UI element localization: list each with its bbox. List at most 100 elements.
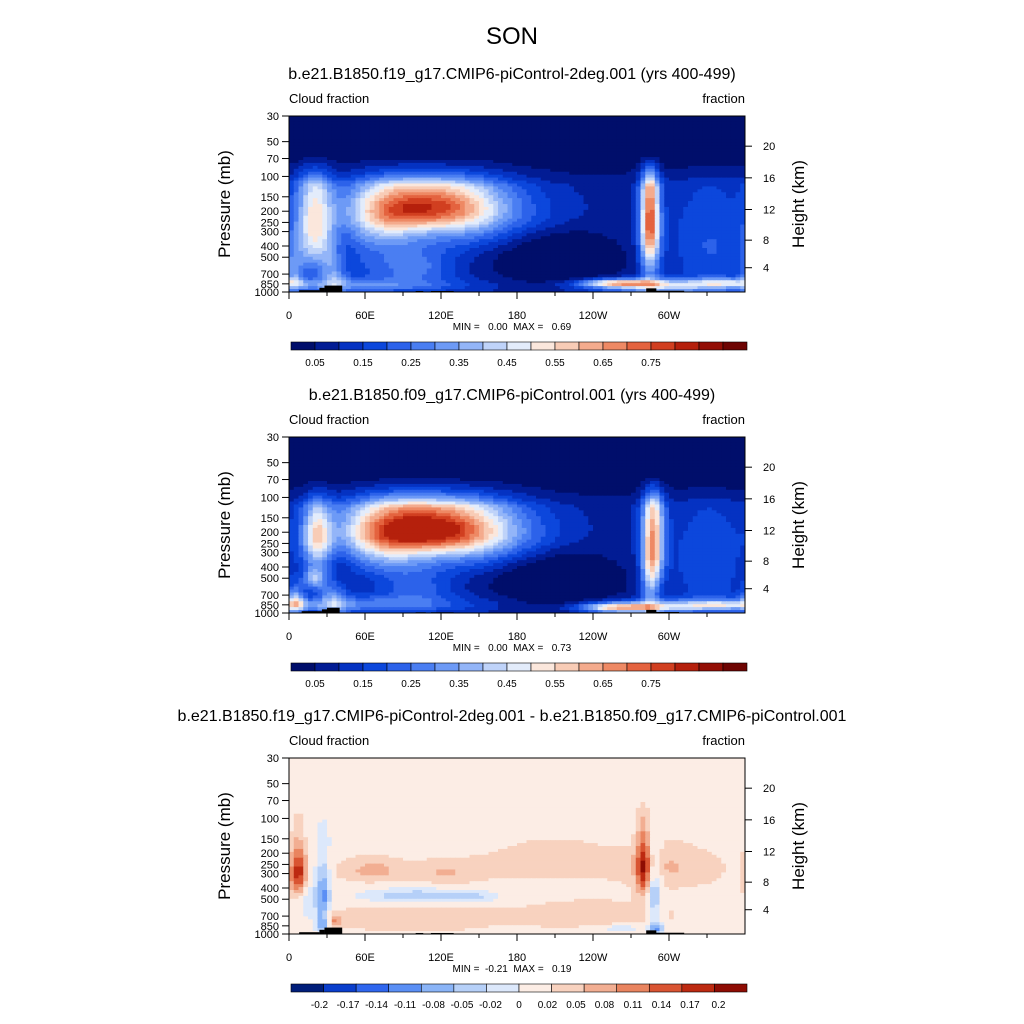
contour-cell (360, 165, 366, 170)
contour-cell (574, 127, 580, 132)
contour-cell (688, 186, 694, 190)
contour-cell (308, 221, 314, 226)
contour-cell (664, 242, 670, 246)
contour-cell (450, 195, 456, 199)
contour-cell (450, 160, 456, 164)
contour-cell (384, 236, 390, 240)
contour-cell (602, 195, 608, 199)
contour-cell (289, 239, 295, 243)
contour-cell (621, 139, 627, 143)
contour-cell (498, 171, 504, 176)
contour-cell (607, 118, 613, 123)
contour-cell (711, 186, 718, 190)
contour-cell (664, 236, 670, 240)
contour-cell (640, 116, 646, 120)
contour-cell (616, 250, 623, 255)
contour-cell (607, 230, 613, 234)
contour-cell (460, 139, 466, 143)
contour-cell (341, 256, 347, 261)
contour-cell (474, 116, 480, 120)
contour-cell (692, 227, 699, 231)
contour-cell (559, 192, 566, 196)
contour-cell (417, 230, 423, 234)
contour-cell (431, 248, 437, 252)
contour-cell (455, 186, 461, 190)
contour-cell (479, 160, 485, 164)
contour-cell (379, 204, 385, 208)
contour-cell (289, 121, 295, 126)
contour-cell (726, 212, 732, 217)
contour-cell (707, 195, 713, 199)
contour-cell (540, 242, 547, 246)
contour-cell (688, 148, 694, 152)
contour-cell (678, 130, 684, 135)
contour-cell (564, 233, 570, 237)
contour-cell (488, 116, 494, 120)
contour-cell (574, 121, 580, 126)
contour-cell (312, 121, 319, 126)
contour-cell (697, 171, 703, 176)
contour-cell (331, 265, 338, 270)
contour-cell (607, 242, 613, 246)
contour-cell (635, 154, 642, 158)
contour-cell (483, 121, 490, 126)
contour-cell (550, 256, 556, 261)
contour-cell (545, 177, 551, 182)
contour-cell (640, 121, 646, 126)
contour-cell (403, 250, 409, 255)
contour-cell (350, 168, 357, 173)
contour-cell (346, 209, 352, 214)
contour-cell (431, 265, 437, 270)
contour-cell (374, 154, 380, 158)
contour-cell (702, 151, 708, 155)
contour-cell (398, 212, 404, 217)
contour-cell (350, 162, 357, 167)
contour-cell (669, 224, 675, 229)
contour-cell (512, 145, 518, 149)
contour-cell (502, 248, 509, 252)
contour-cell (678, 186, 684, 190)
contour-cell (597, 177, 604, 182)
contour-cell (526, 262, 532, 267)
contour-cell (417, 180, 423, 185)
contour-cell (697, 242, 703, 246)
contour-cell (507, 139, 513, 143)
contour-cell (626, 127, 632, 132)
contour-cell (659, 189, 665, 193)
contour-cell (403, 133, 409, 138)
contour-cell (635, 133, 642, 138)
contour-cell (355, 151, 361, 155)
contour-cell (360, 130, 366, 135)
contour-cell (331, 242, 338, 246)
contour-cell (388, 245, 395, 249)
contour-cell (346, 145, 352, 149)
contour-cell (388, 127, 395, 132)
contour-cell (540, 236, 547, 240)
contour-cell (393, 168, 399, 173)
contour-cell (298, 198, 304, 202)
contour-cell (312, 262, 319, 267)
contour-cell (726, 215, 732, 220)
contour-cell (303, 154, 309, 158)
contour-cell (507, 168, 513, 173)
contour-cell (602, 262, 608, 267)
contour-cell (583, 189, 589, 193)
contour-cell (616, 165, 623, 170)
contour-cell (678, 201, 684, 205)
contour-cell (531, 206, 537, 211)
contour-cell (341, 121, 347, 126)
contour-cell (536, 127, 542, 132)
contour-cell (422, 256, 428, 261)
contour-cell (355, 139, 361, 143)
contour-cell (479, 151, 485, 155)
contour-cell (583, 151, 589, 155)
contour-cell (426, 133, 433, 138)
contour-cell (303, 151, 309, 155)
contour-cell (540, 221, 547, 226)
contour-cell (426, 245, 433, 249)
contour-cell (460, 230, 466, 234)
contour-cell (616, 157, 623, 161)
contour-cell (336, 133, 342, 138)
contour-cell (350, 265, 357, 270)
contour-cell (597, 245, 604, 249)
